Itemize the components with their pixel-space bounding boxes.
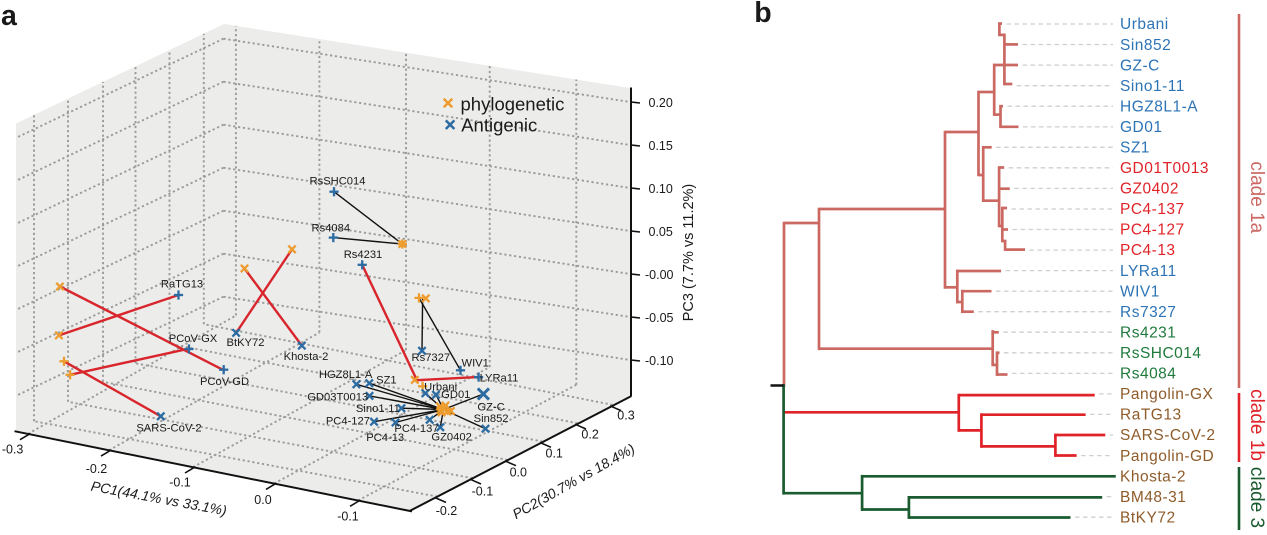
svg-text:BM48-31: BM48-31 — [1120, 489, 1186, 506]
svg-text:Sin852: Sin852 — [474, 413, 509, 425]
svg-text:PC4-137: PC4-137 — [1120, 201, 1185, 218]
svg-text:RsSHC014: RsSHC014 — [1120, 345, 1202, 362]
svg-text:Sin852: Sin852 — [1120, 37, 1171, 54]
svg-text:0.2: 0.2 — [581, 427, 598, 441]
svg-text:SARS-CoV-2: SARS-CoV-2 — [1120, 427, 1215, 444]
svg-text:clade 1a: clade 1a — [1246, 161, 1267, 233]
svg-text:GZ-C: GZ-C — [477, 401, 504, 413]
svg-text:0.3: 0.3 — [617, 408, 634, 422]
svg-text:clade 1b: clade 1b — [1246, 389, 1267, 461]
svg-text:0.1: 0.1 — [546, 447, 563, 461]
svg-text:0.10: 0.10 — [649, 182, 673, 196]
svg-text:b: b — [754, 0, 771, 29]
svg-text:Khosta-2: Khosta-2 — [284, 351, 329, 363]
svg-text:-0.1: -0.1 — [337, 509, 359, 523]
svg-text:clade 3: clade 3 — [1246, 467, 1267, 528]
svg-text:0.15: 0.15 — [649, 139, 673, 153]
svg-text:Pangolin-GD: Pangolin-GD — [1120, 448, 1214, 465]
svg-text:-0.1: -0.1 — [169, 475, 191, 489]
svg-text:LYRa11: LYRa11 — [480, 372, 519, 384]
svg-text:Urbani: Urbani — [1120, 16, 1169, 33]
svg-text:RsSHC014: RsSHC014 — [310, 175, 366, 187]
svg-text:GD03T0013: GD03T0013 — [307, 392, 368, 404]
svg-text:Rs4084: Rs4084 — [1120, 366, 1176, 383]
svg-text:GD01T0013: GD01T0013 — [1120, 160, 1209, 177]
svg-text:SZ1: SZ1 — [376, 375, 397, 387]
svg-text:PCoV-GD: PCoV-GD — [200, 376, 249, 388]
svg-text:0.20: 0.20 — [649, 96, 673, 110]
svg-text:SARS-CoV-2: SARS-CoV-2 — [136, 422, 201, 434]
svg-text:Rs4084: Rs4084 — [312, 222, 351, 234]
svg-text:a: a — [1, 0, 18, 32]
svg-text:HGZ8L1-A: HGZ8L1-A — [319, 369, 373, 381]
svg-text:PC4-127: PC4-127 — [326, 415, 370, 427]
svg-text:Rs7327: Rs7327 — [1120, 304, 1176, 321]
svg-text:Sino1-11: Sino1-11 — [1120, 78, 1185, 95]
svg-text:phylogenetic: phylogenetic — [461, 94, 565, 115]
svg-text:BtKY72: BtKY72 — [227, 337, 265, 349]
svg-text:GZ-C: GZ-C — [1120, 57, 1160, 74]
svg-text:-0.3: -0.3 — [2, 442, 24, 456]
svg-text:PC4-13: PC4-13 — [366, 432, 404, 444]
svg-text:-0.2: -0.2 — [436, 504, 458, 518]
svg-text:LYRa11: LYRa11 — [1120, 263, 1177, 280]
svg-text:Rs7327: Rs7327 — [412, 352, 451, 364]
svg-text:WIV1: WIV1 — [1120, 283, 1160, 300]
svg-text:GD01: GD01 — [1120, 119, 1163, 136]
svg-text:0.0: 0.0 — [510, 466, 527, 480]
svg-text:PC4-127: PC4-127 — [1120, 222, 1185, 239]
svg-text:-0.10: -0.10 — [645, 354, 674, 368]
svg-text:BtKY72: BtKY72 — [1120, 509, 1176, 526]
svg-text:GD01: GD01 — [441, 389, 470, 401]
svg-text:SZ1: SZ1 — [1120, 140, 1150, 157]
svg-text:GZ0402: GZ0402 — [1120, 181, 1179, 198]
svg-text:HGZ8L1-A: HGZ8L1-A — [1120, 98, 1198, 115]
svg-text:Rs4231: Rs4231 — [1120, 324, 1176, 341]
svg-text:-0.2: -0.2 — [86, 462, 108, 476]
svg-text:PC3 (7.7% vs 11.2%): PC3 (7.7% vs 11.2%) — [681, 184, 697, 322]
svg-text:Khosta-2: Khosta-2 — [1120, 468, 1186, 485]
svg-text:-0.1: -0.1 — [472, 485, 494, 499]
svg-text:-0.05: -0.05 — [645, 311, 674, 325]
svg-text:PC4-13: PC4-13 — [1120, 242, 1176, 259]
svg-text:Pangolin-GX: Pangolin-GX — [1120, 386, 1214, 403]
svg-text:Antigenic: Antigenic — [461, 114, 537, 135]
svg-text:PCoV-GX: PCoV-GX — [169, 333, 218, 345]
svg-text:GZ0402: GZ0402 — [431, 432, 471, 444]
svg-text:WIV1: WIV1 — [462, 358, 489, 370]
svg-text:RaTG13: RaTG13 — [161, 279, 203, 291]
svg-text:0.0: 0.0 — [254, 493, 271, 507]
svg-text:-0.00: -0.00 — [645, 268, 674, 282]
svg-text:RaTG13: RaTG13 — [1120, 407, 1182, 424]
svg-text:Urbani: Urbani — [424, 382, 457, 394]
svg-text:Sino1-11: Sino1-11 — [356, 403, 400, 415]
svg-text:PC4-137: PC4-137 — [394, 423, 438, 435]
svg-text:0.05: 0.05 — [649, 225, 673, 239]
svg-text:Rs4231: Rs4231 — [344, 249, 383, 261]
